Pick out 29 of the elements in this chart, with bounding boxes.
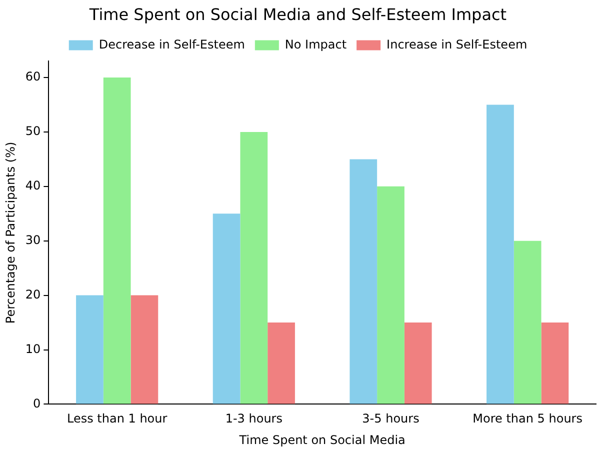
bar: [404, 322, 432, 404]
legend-label: No Impact: [284, 37, 347, 52]
x-tick-label: 1-3 hours: [225, 412, 282, 426]
bar: [130, 295, 158, 404]
chart-title: Time Spent on Social Media and Self-Esteem Impact: [88, 4, 507, 24]
y-tick-label: 10: [25, 342, 41, 356]
bar: [268, 322, 295, 404]
bar: [212, 214, 240, 404]
bar: [76, 295, 104, 404]
x-tick-label: Less than 1 hour: [66, 412, 168, 426]
bar: [541, 322, 569, 404]
legend-label: Increase in Self-Esteem: [386, 37, 528, 52]
bar: [486, 104, 514, 404]
x-tick-label: 3-5 hours: [362, 412, 420, 426]
x-axis-title: Time Spent on Social Media: [238, 432, 406, 447]
bar: [377, 186, 404, 404]
y-tick-label: 20: [25, 287, 41, 302]
y-tick-label: 40: [25, 178, 41, 193]
bar: [514, 240, 542, 404]
legend-label: Decrease in Self-Esteem: [98, 37, 245, 52]
y-axis-title: Percentage of Participants (%): [3, 142, 18, 324]
y-tick-label: 50: [25, 124, 41, 138]
y-tick-label: 0: [33, 396, 41, 410]
bar: [350, 159, 378, 404]
y-tick-label: 60: [25, 70, 41, 84]
y-tick-label: 30: [25, 232, 41, 247]
bar: [103, 78, 131, 404]
bar: [240, 132, 268, 404]
x-tick-label: More than 5 hours: [472, 412, 583, 426]
